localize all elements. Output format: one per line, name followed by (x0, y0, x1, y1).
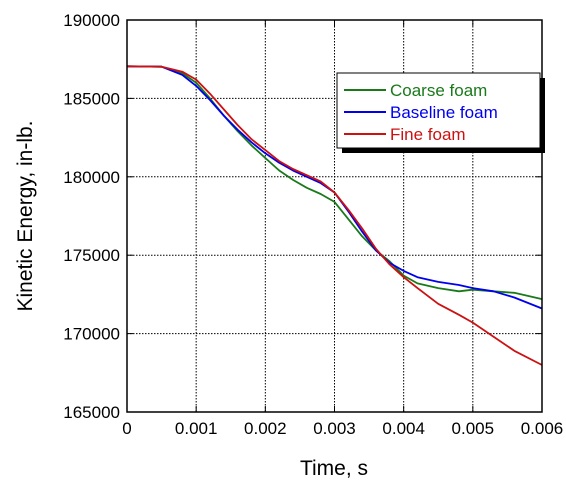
legend-label-2: Fine foam (390, 125, 466, 144)
x-tick-label: 0.004 (382, 419, 425, 438)
y-tick-label: 185000 (63, 89, 120, 108)
x-tick-label: 0.002 (244, 419, 287, 438)
tick-labels: 0 0.001 0.002 0.003 0.004 0.005 0.006 165000 170… (63, 11, 563, 438)
x-tick-label: 0.006 (521, 419, 564, 438)
legend-label-1: Baseline foam (390, 103, 498, 122)
legend: Coarse foam Baseline foam Fine foam (336, 72, 545, 153)
y-tick-label: 165000 (63, 403, 120, 422)
y-axis-title: Kinetic Energy, in-lb. (14, 120, 37, 311)
series-lines (126, 65, 543, 366)
y-tick-label: 190000 (63, 11, 120, 30)
y-tick-label: 170000 (63, 325, 120, 344)
y-tick-label: 180000 (63, 168, 120, 187)
series-line-2 (126, 65, 543, 366)
x-axis-title: Time, s (300, 457, 368, 480)
y-tick-label: 175000 (63, 246, 120, 265)
legend-box (336, 72, 541, 149)
x-tick-label: 0 (122, 419, 131, 438)
x-tick-label: 0.003 (313, 419, 356, 438)
legend-label-0: Coarse foam (390, 81, 487, 100)
axis-ticks (126, 19, 543, 413)
x-tick-label: 0.005 (452, 419, 495, 438)
x-tick-label: 0.001 (175, 419, 218, 438)
